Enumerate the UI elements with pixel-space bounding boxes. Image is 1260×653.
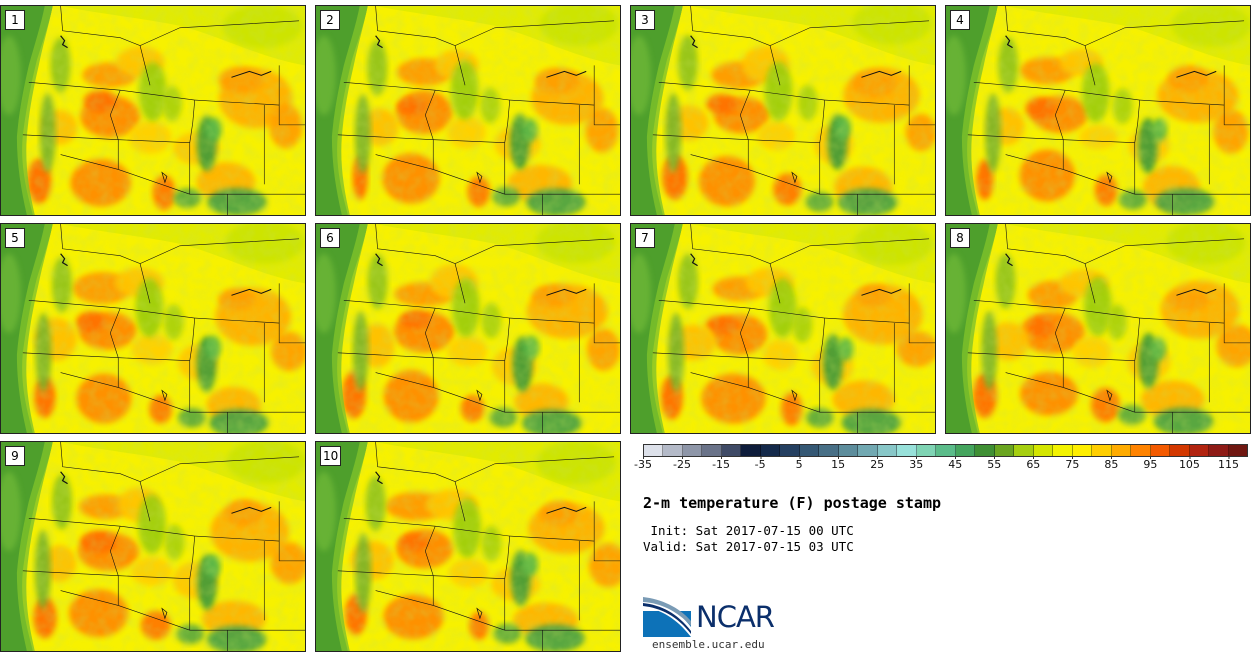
ensemble-member-map: 5	[0, 223, 306, 434]
colorbar-swatch	[741, 445, 761, 456]
temperature-map	[631, 6, 935, 215]
colorbar-swatch	[975, 445, 995, 456]
colorbar-tick: 45	[948, 456, 963, 471]
temperature-map	[1, 442, 305, 651]
colorbar-swatch	[1150, 445, 1171, 456]
member-number-label: 10	[320, 446, 342, 466]
colorbar-tick: 105	[1178, 456, 1200, 471]
colorbar-swatch	[1228, 445, 1248, 456]
colorbar-swatch	[1209, 445, 1229, 456]
colorbar-swatch	[819, 445, 839, 456]
colorbar-tick: -5	[754, 456, 766, 471]
colorbar-swatch	[916, 445, 937, 456]
colorbar-swatch	[955, 445, 976, 456]
colorbar-swatch	[721, 445, 742, 456]
colorbar-swatch	[663, 445, 683, 456]
colorbar-swatch	[897, 445, 917, 456]
ensemble-member-map: 1	[0, 5, 306, 216]
colorbar-swatch	[644, 445, 664, 456]
temperature-map	[1, 6, 305, 215]
temperature-map	[316, 224, 620, 433]
colorbar-tick: 75	[1065, 456, 1080, 471]
member-number-label: 3	[635, 10, 655, 30]
colorbar-swatch	[780, 445, 800, 456]
colorbar-tick-labels: -35 -25 -15 -5 5 15 25 35 45 55 65 75 85 95 105 115	[634, 456, 1248, 478]
colorbar-swatch	[1014, 445, 1034, 456]
colorbar-tick: 25	[870, 456, 885, 471]
ensemble-member-map: 7	[630, 223, 936, 434]
colorbar-tick: 65	[1026, 456, 1041, 471]
ensemble-member-map: 6	[315, 223, 621, 434]
ensemble-member-map: 8	[945, 223, 1251, 434]
temperature-map	[1, 224, 305, 433]
colorbar-tick: -15	[712, 456, 731, 471]
colorbar-tick: 15	[831, 456, 846, 471]
member-number-label: 1	[5, 10, 25, 30]
temperature-map	[316, 442, 620, 651]
colorbar-swatch	[1111, 445, 1132, 456]
colorbar-swatch	[760, 445, 781, 456]
member-number-label: 2	[320, 10, 340, 30]
member-number-label: 6	[320, 228, 340, 248]
temperature-map	[316, 6, 620, 215]
colorbar-swatch	[1033, 445, 1054, 456]
colorbar-swatch	[1170, 445, 1190, 456]
website-url[interactable]: ensemble.ucar.edu	[652, 638, 765, 651]
colorbar-tick: -25	[673, 456, 692, 471]
colorbar-tick: -35	[634, 456, 652, 471]
colorbar-swatch	[1072, 445, 1093, 456]
colorbar-swatch	[838, 445, 859, 456]
ensemble-member-map: 3	[630, 5, 936, 216]
temperature-map	[631, 224, 935, 433]
colorbar-tick: 35	[909, 456, 924, 471]
ensemble-member-map: 9	[0, 441, 306, 652]
member-number-label: 9	[5, 446, 25, 466]
ensemble-member-map: 2	[315, 5, 621, 216]
colorbar-swatch	[1189, 445, 1210, 456]
colorbar-swatch	[994, 445, 1015, 456]
ncar-wordmark: NCAR	[696, 600, 775, 634]
member-number-label: 4	[950, 10, 970, 30]
colorbar-swatch	[702, 445, 722, 456]
temperature-map	[946, 224, 1250, 433]
colorbar-swatch	[877, 445, 898, 456]
colorbar-swatch	[1092, 445, 1112, 456]
temperature-colorbar	[643, 444, 1248, 457]
colorbar-tick: 5	[795, 456, 803, 471]
ncar-swoosh-icon	[643, 597, 691, 637]
colorbar-tick: 95	[1143, 456, 1158, 471]
ensemble-member-map: 4	[945, 5, 1251, 216]
colorbar-swatch	[1131, 445, 1151, 456]
colorbar-tick: 85	[1104, 456, 1119, 471]
valid-time: Valid: Sat 2017-07-15 03 UTC	[643, 539, 854, 554]
colorbar-swatch	[936, 445, 956, 456]
member-number-label: 5	[5, 228, 25, 248]
member-number-label: 7	[635, 228, 655, 248]
colorbar-swatch	[682, 445, 703, 456]
colorbar-swatch	[1053, 445, 1073, 456]
member-number-label: 8	[950, 228, 970, 248]
chart-title: 2-m temperature (F) postage stamp	[643, 494, 942, 512]
init-time: Init: Sat 2017-07-15 00 UTC	[643, 523, 854, 538]
ensemble-member-map: 10	[315, 441, 621, 652]
temperature-map	[946, 6, 1250, 215]
ncar-logo: NCAR	[643, 597, 803, 639]
colorbar-tick: 55	[987, 456, 1002, 471]
colorbar-swatch	[858, 445, 878, 456]
colorbar-swatch	[799, 445, 820, 456]
colorbar-tick: 115	[1217, 456, 1239, 471]
